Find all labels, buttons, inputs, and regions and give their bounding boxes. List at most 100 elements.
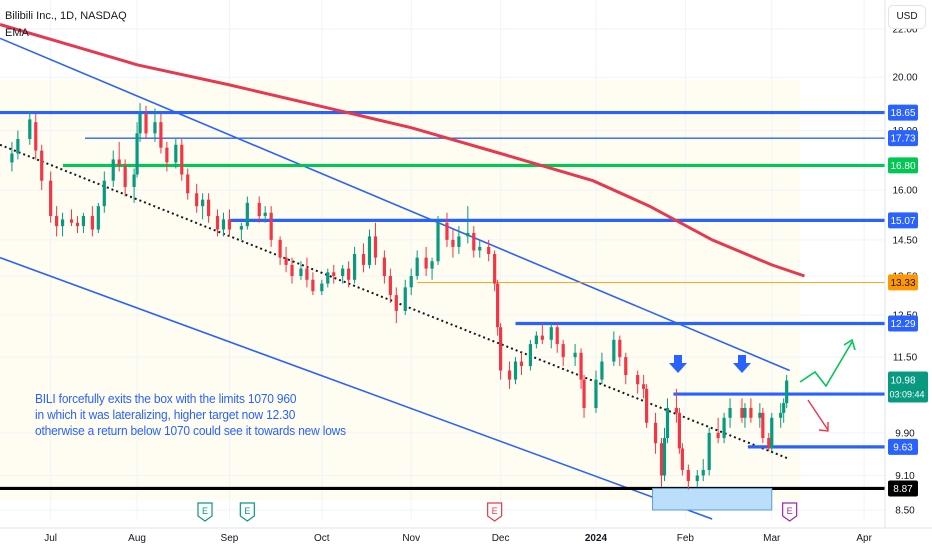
candle <box>55 206 59 237</box>
candle <box>290 257 294 284</box>
candle-body <box>785 380 789 404</box>
candle-body <box>403 287 407 311</box>
candle-body <box>573 352 577 358</box>
candle-body <box>445 222 449 240</box>
candle-body <box>111 159 115 181</box>
candle-body <box>284 257 288 265</box>
earnings-label: E <box>202 506 208 516</box>
candle-body <box>507 370 512 380</box>
trend-channel <box>0 37 791 520</box>
candle-body <box>394 295 398 311</box>
candle <box>28 111 32 145</box>
candle-body <box>653 422 658 444</box>
price-label-text: 17.73 <box>890 134 915 145</box>
ema-line <box>0 23 805 278</box>
candle-body <box>779 412 783 418</box>
price-label-text: 9.63 <box>893 442 913 453</box>
candle <box>10 141 14 172</box>
candle <box>758 403 762 428</box>
candle-body <box>382 257 386 277</box>
candle <box>278 236 282 265</box>
candle <box>665 398 670 444</box>
candle-body <box>499 327 503 371</box>
channel-lower-line <box>0 256 713 520</box>
candle <box>326 268 330 288</box>
price-tick-label: 20.00 <box>892 73 917 84</box>
candle-body <box>478 246 482 251</box>
price-label: 16.80 <box>888 157 918 174</box>
candle <box>782 398 786 423</box>
candle-body <box>472 232 476 251</box>
candle <box>311 272 315 296</box>
candle <box>16 130 20 160</box>
candle <box>69 209 74 227</box>
candle-body <box>528 344 533 366</box>
candle-body <box>69 219 74 223</box>
time-tick-label: Apr <box>856 533 872 544</box>
candle <box>653 412 658 454</box>
candle <box>382 250 386 284</box>
candle-body <box>102 180 106 207</box>
candle-body <box>290 264 294 277</box>
price-label-text: 8.87 <box>893 484 913 495</box>
price-label: 13.33 <box>888 274 918 291</box>
candle-body <box>40 150 44 181</box>
candle-body <box>594 379 598 408</box>
earnings-label: E <box>492 506 498 516</box>
candle-body <box>674 407 679 413</box>
time-tick-label: Dec <box>492 533 510 544</box>
price-label-text: 12.29 <box>890 319 915 330</box>
candle <box>472 226 476 258</box>
countdown-timer: 03:09:44 <box>889 390 924 400</box>
candle-body <box>513 361 518 380</box>
candle <box>707 427 711 476</box>
earnings-icon <box>487 502 503 522</box>
candle-body <box>618 339 622 358</box>
candle-body <box>269 212 273 240</box>
price-label-box <box>888 274 918 291</box>
candle <box>499 323 503 380</box>
candle <box>186 168 190 200</box>
time-tick-label: Sep <box>221 533 239 544</box>
earnings-label: E <box>244 506 250 516</box>
candle-body <box>180 144 184 175</box>
price-label: 12.29 <box>888 315 918 332</box>
candle-body <box>636 375 640 385</box>
candle <box>263 206 267 223</box>
symbol-title: Bilibili Inc., 1D, NASDAQ <box>5 10 127 22</box>
candle <box>245 196 249 230</box>
candle-body <box>174 144 178 163</box>
candle <box>123 159 127 197</box>
candle <box>138 103 142 142</box>
candles <box>10 103 789 490</box>
price-tick-label: 9.10 <box>895 471 915 482</box>
candle <box>96 202 100 233</box>
candle <box>549 323 553 349</box>
candle <box>659 438 664 487</box>
candle <box>284 246 288 273</box>
time-tick-label: Feb <box>677 533 695 544</box>
currency-button[interactable]: USD <box>888 5 926 29</box>
price-label-text: 13.33 <box>890 278 915 289</box>
candle <box>507 361 512 389</box>
candle <box>430 257 434 280</box>
candle-body <box>716 432 720 439</box>
candle <box>642 375 646 399</box>
candle <box>81 212 86 233</box>
candle <box>34 113 38 160</box>
time-tick-label: 2024 <box>585 533 608 544</box>
chart-legend: Bilibili Inc., 1D, NASDAQ EMA <box>5 8 127 42</box>
candle-body <box>257 202 261 217</box>
candle-body <box>352 254 357 280</box>
earnings-label: E <box>787 506 793 516</box>
candle <box>415 250 419 280</box>
candle <box>159 113 163 154</box>
time-tick-label: Nov <box>402 533 420 544</box>
candle-body <box>579 352 583 380</box>
price-label: 9.63 <box>888 438 918 455</box>
candle-body <box>743 407 747 418</box>
candle-body <box>740 407 744 418</box>
candle-body <box>320 283 324 292</box>
